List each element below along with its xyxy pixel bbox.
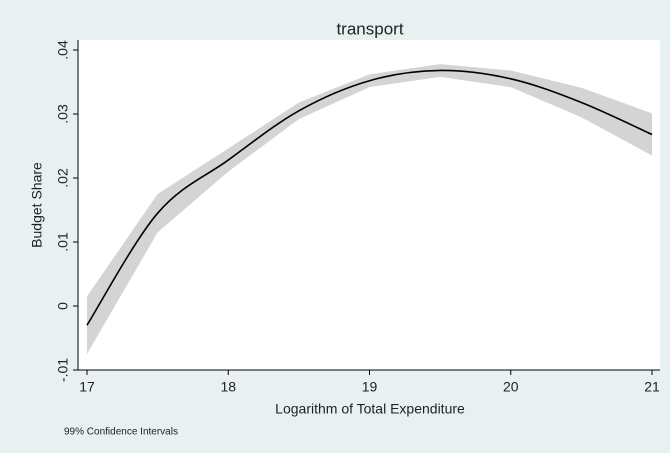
note: 99% Confidence Intervals [64, 427, 178, 438]
fitted-line [86, 69, 653, 326]
y-tick-label: .04 [55, 40, 71, 60]
x-tick-label: 18 [220, 379, 236, 395]
x-tick-label: 20 [503, 379, 519, 395]
y-tick-label: -.01 [55, 358, 71, 382]
y-tick-label: 0 [55, 302, 71, 310]
x-axis-label: Logarithm of Total Expenditure [275, 401, 465, 417]
chart-title: transport [336, 19, 403, 38]
y-tick-label: .02 [55, 168, 71, 188]
y-axis-label: Budget Share [29, 162, 45, 248]
x-tick-label: 17 [79, 379, 95, 395]
x-tick-label: 21 [644, 379, 660, 395]
y-tick-label: .01 [55, 232, 71, 252]
y-tick-label: .03 [55, 104, 71, 124]
x-tick-label: 19 [362, 379, 378, 395]
confidence-band [87, 64, 652, 354]
